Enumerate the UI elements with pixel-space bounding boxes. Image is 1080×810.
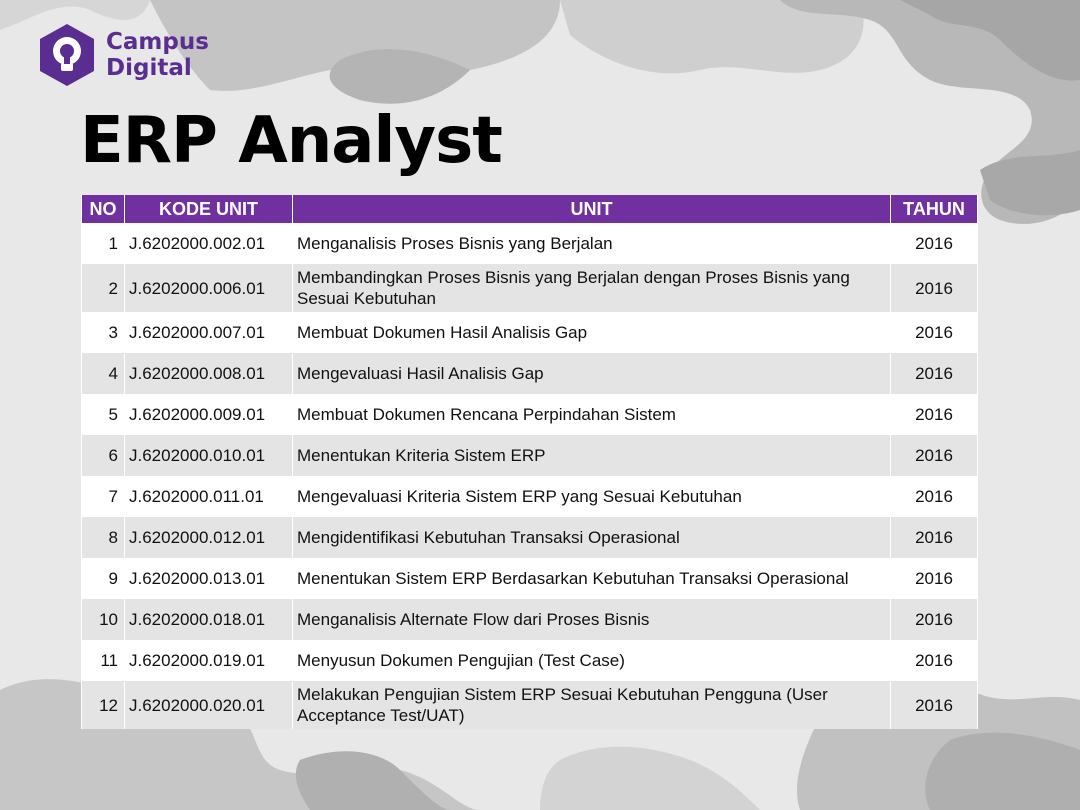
column-header-tahun: TAHUN <box>890 195 978 223</box>
table-row: 1 J.6202000.002.01 Menganalisis Proses B… <box>81 223 978 264</box>
cell-tahun: 2016 <box>890 353 978 394</box>
cell-kode-unit: J.6202000.002.01 <box>124 223 293 264</box>
cell-tahun: 2016 <box>890 640 978 681</box>
cell-no: 6 <box>81 435 125 476</box>
cell-unit: Menyusun Dokumen Pengujian (Test Case) <box>292 640 891 681</box>
cell-unit: Membuat Dokumen Rencana Perpindahan Sist… <box>292 394 891 435</box>
cell-no: 7 <box>81 476 125 517</box>
cell-no: 2 <box>81 264 125 312</box>
cell-unit: Melakukan Pengujian Sistem ERP Sesuai Ke… <box>292 681 891 729</box>
cell-kode-unit: J.6202000.010.01 <box>124 435 293 476</box>
table-row: 3 J.6202000.007.01 Membuat Dokumen Hasil… <box>81 312 978 353</box>
cell-tahun: 2016 <box>890 312 978 353</box>
table-row: 6 J.6202000.010.01 Menentukan Kriteria S… <box>81 435 978 476</box>
cell-unit: Mengevaluasi Hasil Analisis Gap <box>292 353 891 394</box>
logo-text-line1: Campus <box>106 29 209 55</box>
lightbulb-hexagon-icon <box>40 24 94 86</box>
cell-no: 11 <box>81 640 125 681</box>
cell-tahun: 2016 <box>890 476 978 517</box>
cell-kode-unit: J.6202000.009.01 <box>124 394 293 435</box>
column-header-no: NO <box>81 195 125 223</box>
table-row: 9 J.6202000.013.01 Menentukan Sistem ERP… <box>81 558 978 599</box>
cell-unit: Mengevaluasi Kriteria Sistem ERP yang Se… <box>292 476 891 517</box>
cell-unit: Menentukan Kriteria Sistem ERP <box>292 435 891 476</box>
cell-kode-unit: J.6202000.006.01 <box>124 264 293 312</box>
cell-kode-unit: J.6202000.012.01 <box>124 517 293 558</box>
cell-unit: Menganalisis Proses Bisnis yang Berjalan <box>292 223 891 264</box>
column-header-unit: UNIT <box>292 195 891 223</box>
cell-unit: Menentukan Sistem ERP Berdasarkan Kebutu… <box>292 558 891 599</box>
table-row: 8 J.6202000.012.01 Mengidentifikasi Kebu… <box>81 517 978 558</box>
cell-tahun: 2016 <box>890 223 978 264</box>
page-title: ERP Analyst <box>80 104 503 178</box>
cell-tahun: 2016 <box>890 264 978 312</box>
cell-kode-unit: J.6202000.018.01 <box>124 599 293 640</box>
table-row: 7 J.6202000.011.01 Mengevaluasi Kriteria… <box>81 476 978 517</box>
cell-no: 8 <box>81 517 125 558</box>
cell-unit: Membuat Dokumen Hasil Analisis Gap <box>292 312 891 353</box>
cell-no: 10 <box>81 599 125 640</box>
cell-no: 3 <box>81 312 125 353</box>
cell-tahun: 2016 <box>890 558 978 599</box>
cell-no: 12 <box>81 681 125 729</box>
cell-kode-unit: J.6202000.011.01 <box>124 476 293 517</box>
table-row: 4 J.6202000.008.01 Mengevaluasi Hasil An… <box>81 353 978 394</box>
table-row: 5 J.6202000.009.01 Membuat Dokumen Renca… <box>81 394 978 435</box>
cell-tahun: 2016 <box>890 599 978 640</box>
column-header-kode-unit: KODE UNIT <box>124 195 293 223</box>
campus-digital-logo: Campus Digital <box>36 22 209 88</box>
cell-kode-unit: J.6202000.019.01 <box>124 640 293 681</box>
table-row: 2 J.6202000.006.01 Membandingkan Proses … <box>81 264 978 312</box>
unit-table: NO KODE UNIT UNIT TAHUN 1 J.6202000.002.… <box>81 195 978 729</box>
cell-tahun: 2016 <box>890 517 978 558</box>
cell-no: 1 <box>81 223 125 264</box>
table-header-row: NO KODE UNIT UNIT TAHUN <box>81 195 978 223</box>
cell-tahun: 2016 <box>890 435 978 476</box>
cell-no: 4 <box>81 353 125 394</box>
table-row: 11 J.6202000.019.01 Menyusun Dokumen Pen… <box>81 640 978 681</box>
cell-no: 9 <box>81 558 125 599</box>
cell-no: 5 <box>81 394 125 435</box>
cell-unit: Mengidentifikasi Kebutuhan Transaksi Ope… <box>292 517 891 558</box>
cell-tahun: 2016 <box>890 394 978 435</box>
cell-kode-unit: J.6202000.008.01 <box>124 353 293 394</box>
cell-unit: Menganalisis Alternate Flow dari Proses … <box>292 599 891 640</box>
cell-tahun: 2016 <box>890 681 978 729</box>
table-row: 10 J.6202000.018.01 Menganalisis Alterna… <box>81 599 978 640</box>
cell-kode-unit: J.6202000.013.01 <box>124 558 293 599</box>
cell-kode-unit: J.6202000.020.01 <box>124 681 293 729</box>
cell-unit: Membandingkan Proses Bisnis yang Berjala… <box>292 264 891 312</box>
logo-text-line2: Digital <box>106 55 192 81</box>
cell-kode-unit: J.6202000.007.01 <box>124 312 293 353</box>
table-row: 12 J.6202000.020.01 Melakukan Pengujian … <box>81 681 978 729</box>
